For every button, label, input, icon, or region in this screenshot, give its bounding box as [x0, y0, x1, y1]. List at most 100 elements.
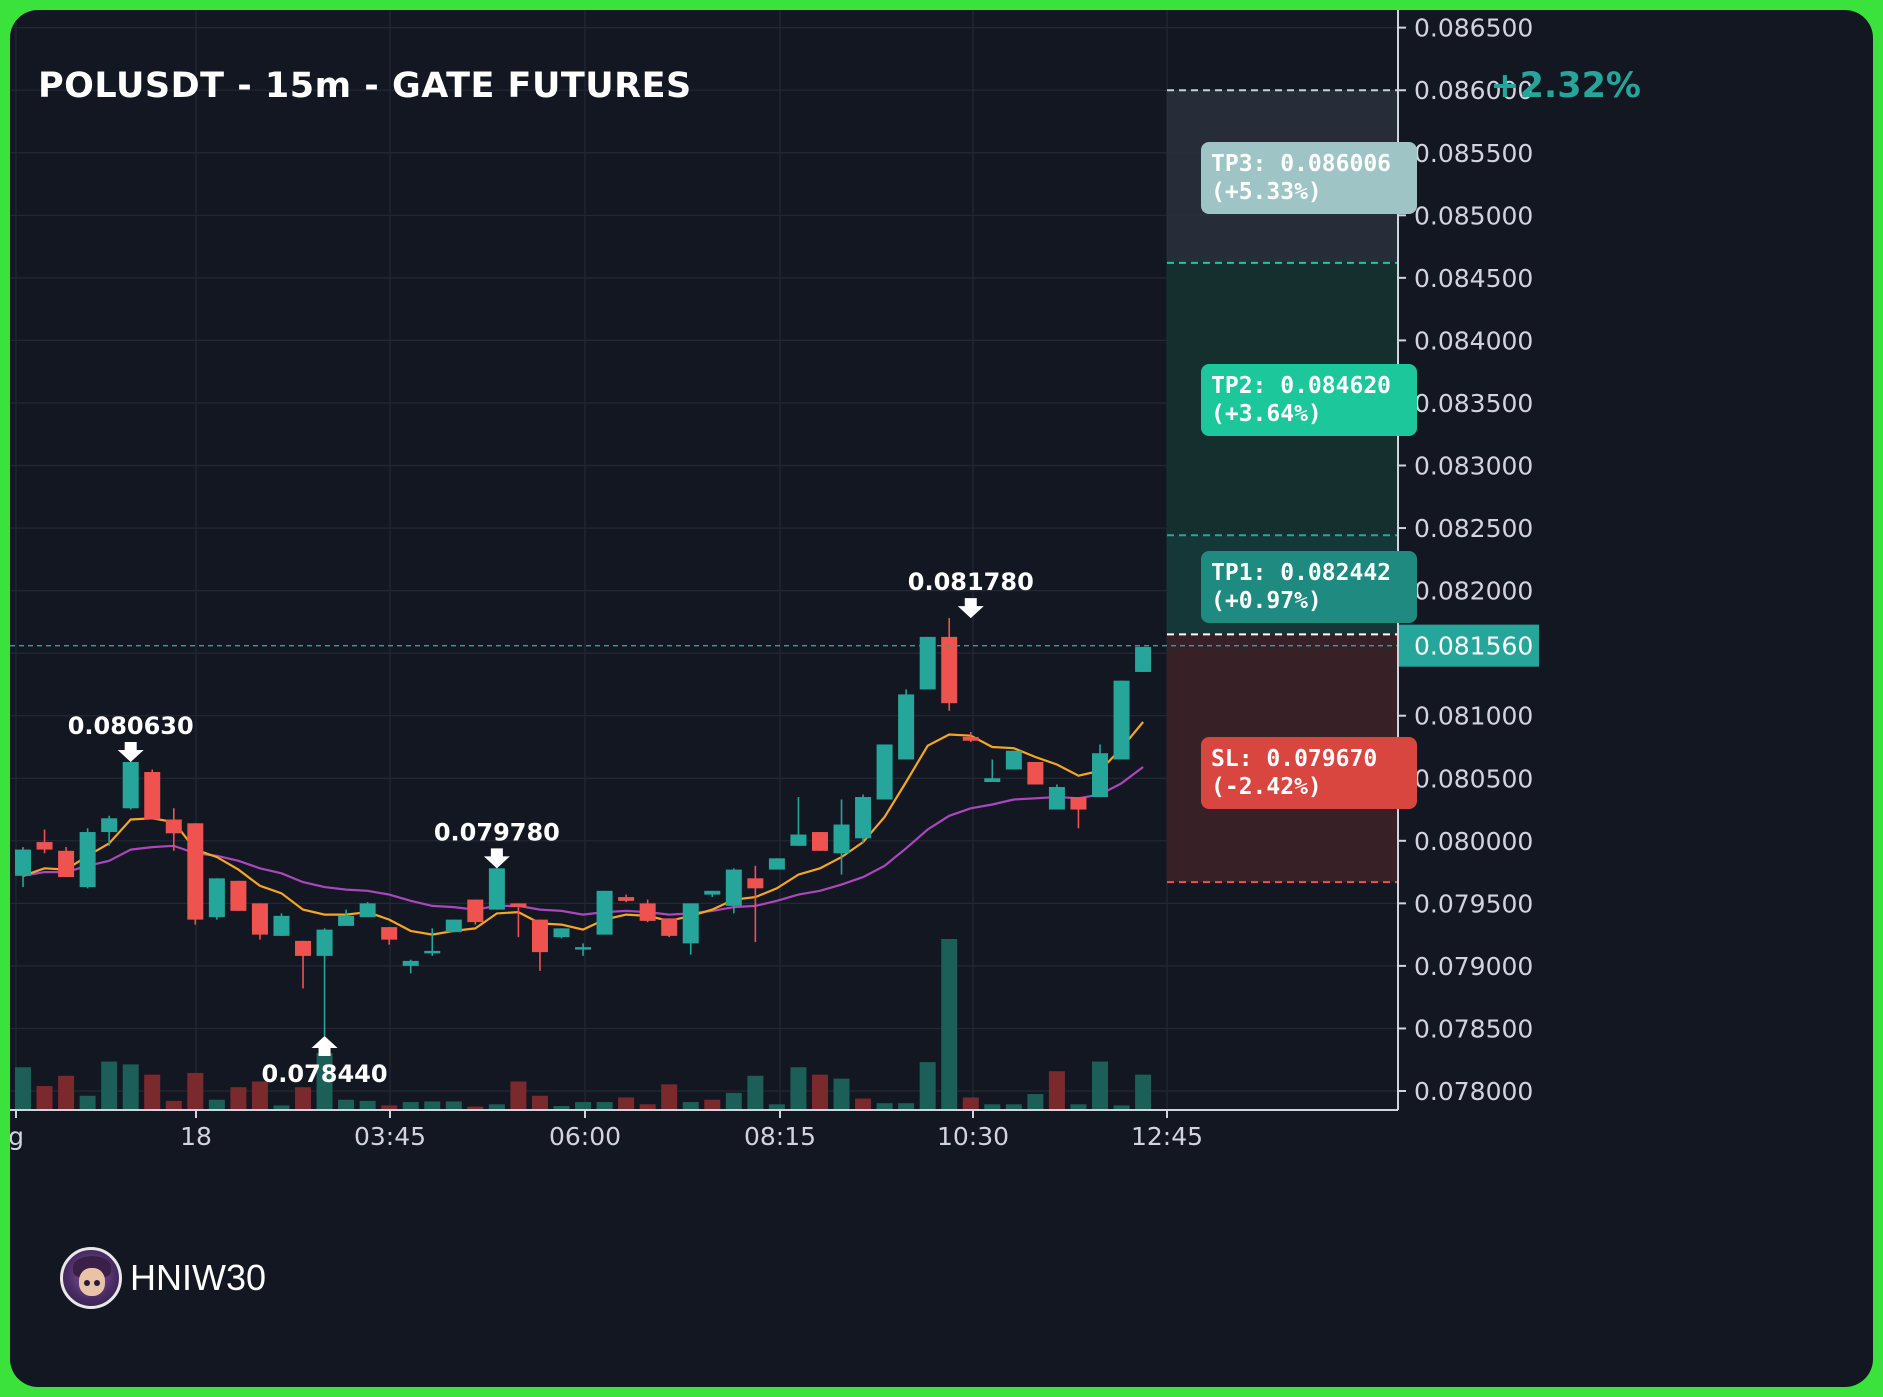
current-price-label: 0.081560: [1414, 632, 1533, 661]
candle-body: [424, 950, 441, 954]
x-tick-label: 06:00: [549, 1122, 621, 1151]
avatar: [60, 1247, 122, 1309]
volume-bar: [1048, 1071, 1065, 1110]
y-tick-label: 0.080000: [1414, 827, 1533, 856]
candle-body: [510, 903, 527, 908]
candle-body: [553, 928, 570, 938]
candle-body: [1113, 680, 1130, 760]
candle-body: [230, 880, 247, 911]
candle-body: [1092, 753, 1108, 798]
arrow-down-icon: [117, 741, 144, 762]
volume-bar: [488, 1104, 505, 1110]
volume-bar: [338, 1099, 355, 1110]
annotation-label: 0.079780: [434, 818, 560, 846]
candle-body: [445, 919, 462, 933]
price-chart[interactable]: 0.080630 0.078440 0.079780 0.081780 0.08650…: [10, 10, 1873, 1387]
volume-bar: [187, 1072, 204, 1110]
volume-bar: [876, 1103, 893, 1110]
candle-body: [747, 878, 764, 889]
volume-bar: [811, 1074, 828, 1110]
y-tick-label: 0.086000: [1414, 76, 1533, 105]
tp2-price: TP2: 0.084620: [1211, 373, 1392, 400]
y-tick-label: 0.083500: [1414, 389, 1533, 418]
candle-body: [144, 771, 161, 820]
volume-bar: [1070, 1104, 1087, 1110]
candle-body: [661, 918, 678, 936]
tp1-price: TP1: 0.082442: [1211, 559, 1392, 586]
candle-body: [187, 823, 204, 920]
y-tick-label: 0.080500: [1414, 764, 1533, 793]
moving-averages: [22, 721, 1144, 936]
sl-pct: (-2.42%): [1211, 774, 1322, 801]
volume-bar: [704, 1099, 721, 1110]
candle-body: [704, 890, 721, 895]
volume-bar: [58, 1075, 75, 1110]
volume-bar: [122, 1064, 139, 1110]
volume-bar: [919, 1062, 936, 1110]
y-tick-label: 0.081000: [1414, 702, 1533, 731]
sl-label: SL: 0.079670 (-2.42%): [1201, 737, 1417, 810]
tp3-pct: (+5.33%): [1211, 178, 1322, 205]
tp2-pct: (+3.64%): [1211, 401, 1322, 428]
volume-bars: [15, 939, 1152, 1110]
price-annotations: 0.080630 0.078440 0.079780 0.081780: [68, 568, 1034, 1088]
x-tick-label: g: [10, 1122, 24, 1151]
candle-body: [101, 818, 118, 833]
candle-body: [1135, 646, 1152, 672]
volume-bar: [445, 1101, 462, 1110]
sl-price: SL: 0.079670: [1211, 746, 1378, 773]
volume-bar: [941, 939, 958, 1110]
volume-bar: [230, 1087, 247, 1110]
tp1-pct: (+0.97%): [1211, 587, 1322, 614]
volume-bar: [682, 1102, 699, 1110]
price-annotation: 0.078440: [262, 1035, 388, 1088]
candle-body: [381, 927, 398, 940]
y-tick-label: 0.083000: [1414, 452, 1533, 481]
annotation-label: 0.081780: [908, 568, 1034, 596]
volume-bar: [101, 1061, 118, 1110]
tp2-label: TP2: 0.084620 (+3.64%): [1201, 364, 1417, 437]
volume-bar: [596, 1102, 613, 1110]
volume-bar: [251, 1081, 268, 1110]
current-price-tag: [1399, 624, 1539, 667]
volume-bar: [467, 1106, 484, 1110]
x-tick-label: 08:15: [744, 1122, 816, 1151]
volume-bar: [359, 1100, 376, 1110]
candle-body: [919, 636, 936, 690]
candle-body: [316, 929, 333, 956]
volume-bar: [381, 1105, 398, 1110]
tp1-label: TP1: 0.082442 (+0.97%): [1201, 550, 1417, 623]
x-tick-label: 03:45: [354, 1122, 426, 1151]
candle-body: [36, 842, 53, 850]
chart-frame: 0.080630 0.078440 0.079780 0.081780 0.08650…: [10, 10, 1873, 1387]
volume-bar: [79, 1095, 96, 1110]
annotation-label: 0.080630: [68, 712, 194, 740]
chart-title: POLUSDT - 15m - GATE FUTURES: [38, 66, 692, 106]
arrow-up-icon: [311, 1035, 338, 1056]
volume-bar: [424, 1101, 441, 1110]
candle-body: [359, 903, 376, 918]
candle-body: [898, 694, 915, 760]
level-lines: [10, 89, 1398, 884]
candle-body: [962, 736, 979, 741]
candle-body: [639, 903, 656, 921]
volume-bar: [898, 1103, 915, 1110]
candle-body: [855, 797, 872, 839]
volume-bar: [510, 1081, 527, 1110]
volume-bar: [1027, 1094, 1044, 1110]
candle-body: [467, 899, 484, 923]
volume-bar: [725, 1092, 742, 1110]
candle-body: [725, 869, 742, 906]
y-tick-label: 0.086500: [1414, 14, 1533, 43]
volume-bar: [316, 1053, 333, 1110]
ema-fast-line: [22, 721, 1144, 936]
candle-body: [1048, 787, 1065, 810]
arrow-down-icon: [957, 598, 984, 619]
y-tick-label: 0.079000: [1414, 952, 1533, 981]
volume-bar: [273, 1105, 290, 1110]
price-annotation: 0.080630: [68, 712, 194, 762]
candle-body: [273, 915, 290, 936]
watermark-handle: HNIW30: [130, 1257, 267, 1298]
y-tick-label: 0.085000: [1414, 201, 1533, 230]
x-tick-label: 12:45: [1131, 1122, 1203, 1151]
